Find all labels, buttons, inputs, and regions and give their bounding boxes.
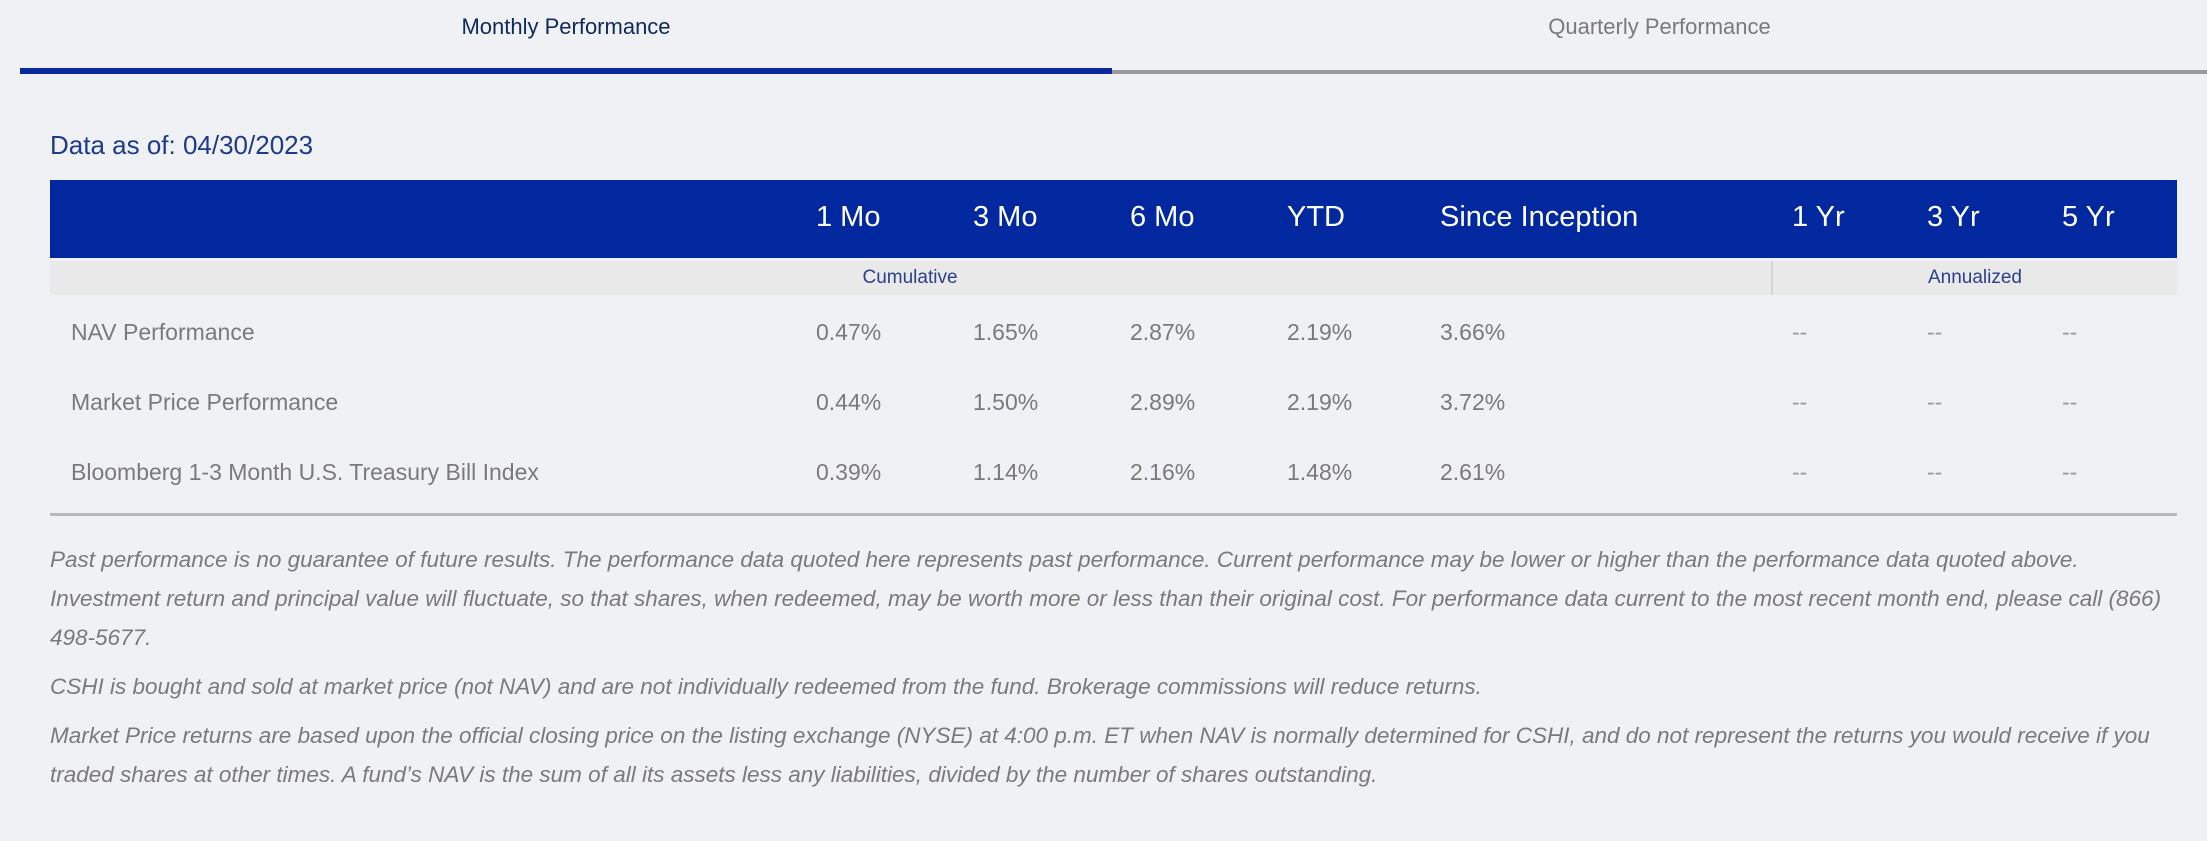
disclaimer-market-price: CSHI is bought and sold at market price … [50, 674, 1482, 699]
cell-5-yr: -- [2062, 389, 2078, 415]
data-as-of-date: Data as of: 04/30/2023 [50, 130, 314, 160]
cell-1-yr: -- [1792, 389, 1808, 415]
group-header-row: Cumulative Annualized [50, 261, 2177, 295]
table-row-benchmark-index: Bloomberg 1-3 Month U.S. Treasury Bill I… [50, 435, 2177, 505]
row-label: NAV Performance [71, 319, 255, 345]
column-header-since-inception: Since Inception [1440, 201, 1639, 233]
tab-monthly-performance[interactable]: Monthly Performance [20, 0, 1112, 74]
table-bottom-border [50, 513, 2177, 516]
cell-1-yr: -- [1792, 459, 1808, 485]
performance-disclaimers: Past performance is no guarantee of futu… [50, 540, 2180, 804]
group-label-annualized: Annualized [1927, 267, 2023, 288]
cell-6-mo: 2.89% [1130, 389, 1196, 415]
cell-3-yr: -- [1927, 319, 1943, 345]
column-header-3-yr: 3 Yr [1927, 201, 1980, 233]
performance-tabs: Monthly Performance Quarterly Performanc… [20, 0, 2207, 74]
disclaimer-past-performance: Past performance is no guarantee of futu… [50, 547, 2162, 650]
column-header-6-mo: 6 Mo [1130, 201, 1195, 233]
row-label: Bloomberg 1-3 Month U.S. Treasury Bill I… [71, 459, 539, 485]
cell-5-yr: -- [2062, 459, 2078, 485]
table-header-row: 1 Mo 3 Mo 6 Mo YTD Since Inception 1 Yr … [50, 180, 2177, 258]
cell-1-yr: -- [1792, 319, 1808, 345]
cell-6-mo: 2.87% [1130, 319, 1196, 345]
row-label: Market Price Performance [71, 389, 339, 415]
cell-ytd: 2.19% [1287, 389, 1353, 415]
performance-table: 1 Mo 3 Mo 6 Mo YTD Since Inception 1 Yr … [50, 180, 2177, 516]
cell-3-mo: 1.50% [973, 389, 1039, 415]
cell-3-mo: 1.14% [973, 459, 1039, 485]
cell-6-mo: 2.16% [1130, 459, 1196, 485]
cell-1-mo: 0.44% [816, 389, 882, 415]
cell-since-inception: 3.72% [1440, 389, 1506, 415]
cell-since-inception: 3.66% [1440, 319, 1506, 345]
group-divider [1771, 261, 1773, 295]
cell-3-yr: -- [1927, 459, 1943, 485]
cell-5-yr: -- [2062, 319, 2078, 345]
cell-3-mo: 1.65% [973, 319, 1039, 345]
cell-ytd: 1.48% [1287, 459, 1353, 485]
cell-1-mo: 0.47% [816, 319, 882, 345]
cell-since-inception: 2.61% [1440, 459, 1506, 485]
group-label-cumulative: Cumulative [862, 267, 958, 288]
disclaimer-nav-definition: Market Price returns are based upon the … [50, 723, 2150, 787]
column-header-3-mo: 3 Mo [973, 201, 1038, 233]
column-header-ytd: YTD [1287, 201, 1345, 233]
column-header-5-yr: 5 Yr [2062, 201, 2115, 233]
cell-3-yr: -- [1927, 389, 1943, 415]
table-row-market-price-performance: Market Price Performance 0.44% 1.50% 2.8… [50, 365, 2177, 435]
tab-quarterly-performance[interactable]: Quarterly Performance [1112, 0, 2207, 74]
column-header-1-yr: 1 Yr [1792, 201, 1845, 233]
cell-1-mo: 0.39% [816, 459, 882, 485]
column-header-1-mo: 1 Mo [816, 201, 881, 233]
cell-ytd: 2.19% [1287, 319, 1353, 345]
table-row-nav-performance: NAV Performance 0.47% 1.65% 2.87% 2.19% … [50, 295, 2177, 365]
